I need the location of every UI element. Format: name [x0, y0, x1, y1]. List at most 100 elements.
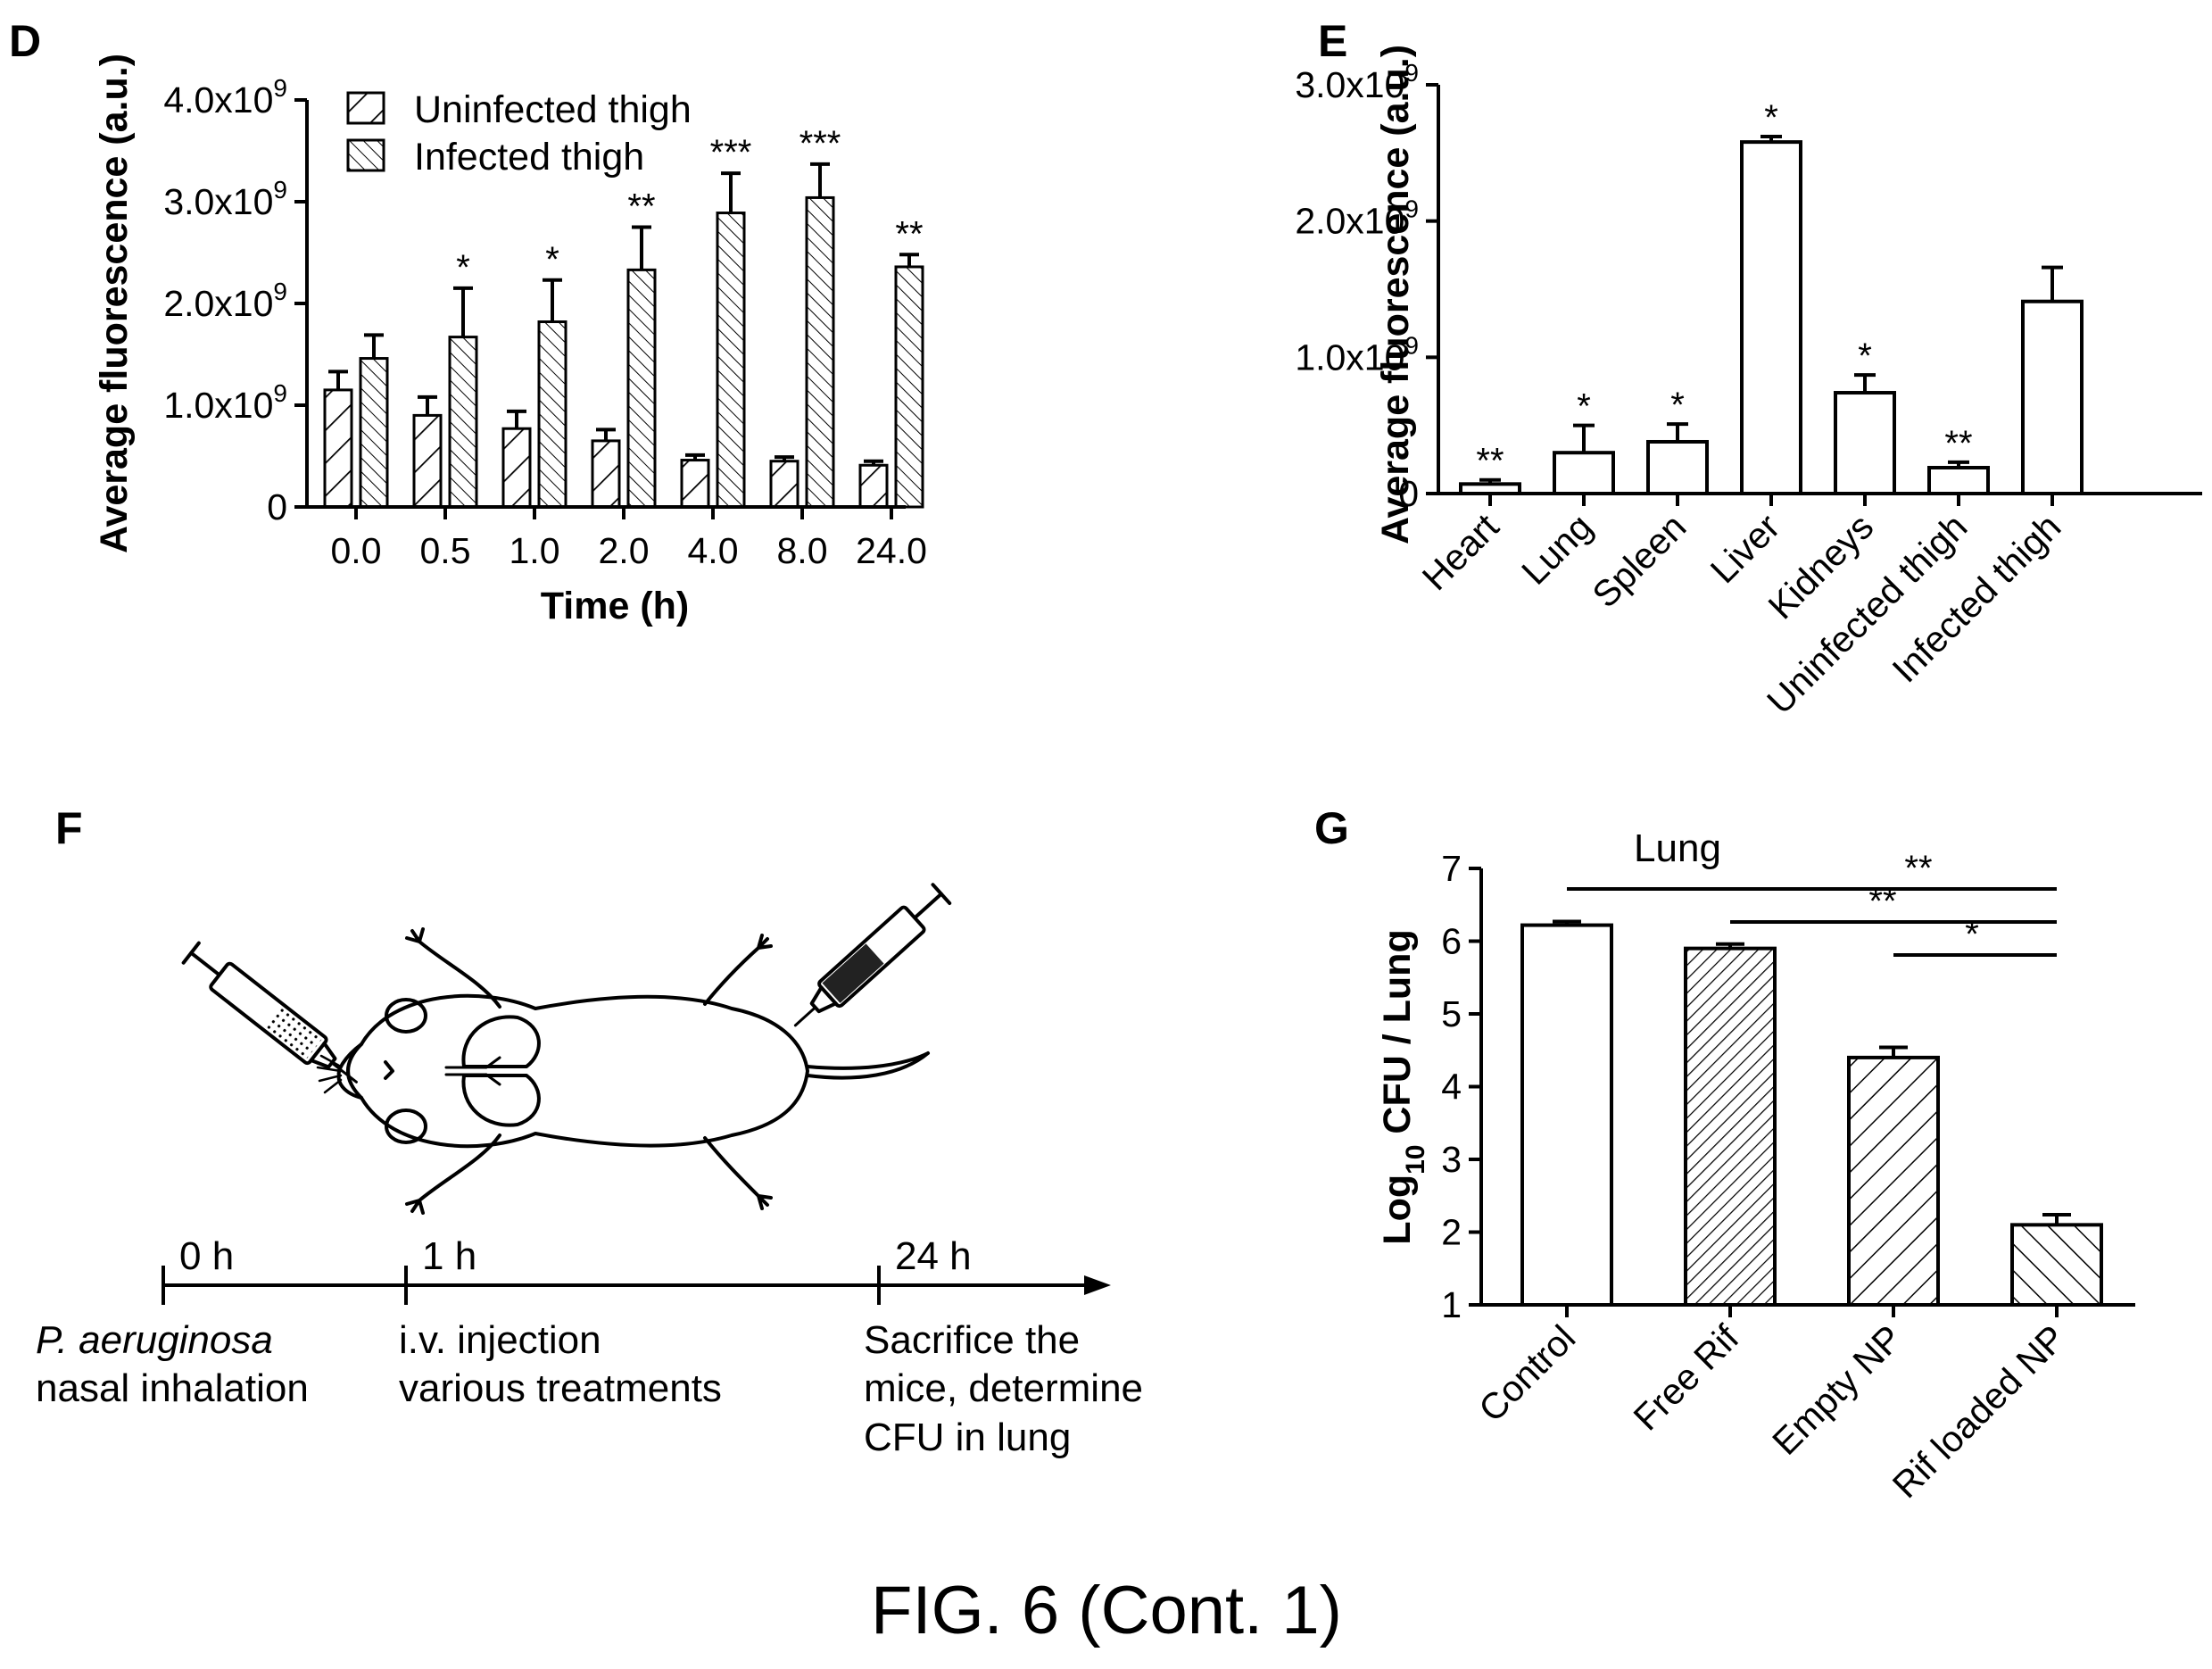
timeline-desc-line2: nasal inhalation [36, 1366, 309, 1410]
bar-uninfected [680, 459, 710, 509]
significance-mark: * [545, 240, 559, 279]
significance-mark: * [1577, 387, 1591, 427]
significance-mark: * [456, 248, 470, 287]
significance-mark: ** [1904, 849, 1932, 888]
panel-label-f: F [55, 803, 83, 853]
y-tick-label: 3.0x109 [1295, 59, 1419, 105]
y-tick-value: 0 [1398, 473, 1419, 514]
chart-d-xlabel: Time (h) [541, 585, 689, 627]
syringe-iv-fill [822, 943, 884, 1003]
bar-uninfected [412, 413, 443, 509]
y-tick-value: 1 [1441, 1284, 1462, 1325]
bar-infected-thigh [2021, 299, 2084, 495]
mouse-body [346, 993, 809, 1149]
x-tick-label: 0.0 [331, 530, 382, 571]
significance-mark: * [1965, 915, 1979, 954]
significance-mark: ** [627, 187, 655, 227]
mouse-leg-hind-top [703, 934, 773, 1006]
timeline-tick-label: 1 h [422, 1234, 476, 1278]
bar-infected [716, 212, 746, 509]
chart-g-annotation: Lung [1634, 826, 1721, 870]
y-tick-value: 4 [1441, 1067, 1462, 1108]
bar-uninfected [858, 463, 889, 509]
timeline-desc-line3: CFU in lung [864, 1416, 1071, 1459]
x-tick-label: Spleen [1585, 506, 1694, 616]
legend-label-infected: Infected thigh [414, 136, 644, 179]
bar-empty-np [1847, 1055, 1940, 1308]
y-tick-label: 0 [1398, 473, 1419, 514]
y-tick-exponent: 9 [273, 278, 287, 305]
timeline-desc-line2: various treatments [399, 1366, 722, 1410]
significance-mark: * [1764, 98, 1778, 137]
y-tick-mantissa: 1.0x10 [1295, 336, 1404, 378]
x-tick-label: Rif loaded NP [1885, 1317, 2073, 1506]
bar-uninfected [591, 439, 621, 509]
y-tick-label: 0 [267, 486, 287, 527]
bar-infected [894, 265, 924, 509]
chart-g-ylabel-rest: CFU / Lung [1376, 929, 1419, 1144]
mouse-leg-hind-bottom [703, 1136, 773, 1210]
bar-uninfected [323, 388, 353, 509]
bar-uninfected [501, 427, 532, 509]
syringe-nasal [181, 941, 358, 1084]
y-tick-label: 2 [1441, 1212, 1462, 1253]
y-tick-exponent: 9 [1404, 59, 1419, 87]
y-tick-label: 3 [1441, 1139, 1462, 1180]
y-tick-label: 2.0x109 [1295, 195, 1419, 242]
y-tick-mantissa: 1.0x10 [163, 385, 273, 426]
x-tick-label: 1.0 [510, 530, 560, 571]
chart-d-ylabel: Average fluorescence (a.u.) [93, 54, 136, 553]
y-tick-mantissa: 3.0x10 [1295, 64, 1404, 105]
y-tick-mantissa: 2.0x10 [163, 283, 273, 324]
y-tick-label: 2.0x109 [163, 278, 287, 324]
x-tick-label: 2.0 [599, 530, 650, 571]
bar-kidneys [1834, 391, 1896, 496]
y-tick-label: 3.0x109 [163, 176, 287, 222]
timeline-tick-label: 24 h [895, 1234, 972, 1278]
x-tick-label: Control [1471, 1317, 1583, 1430]
bar-lung [1553, 451, 1615, 496]
mouse-lung-top [461, 1015, 541, 1068]
significance-mark: * [1858, 336, 1872, 376]
panel-label-e: E [1318, 16, 1347, 66]
x-tick-label: Liver [1702, 506, 1787, 591]
bar-free-rif [1684, 946, 1777, 1308]
syringe-iv [793, 883, 952, 1027]
x-tick-label: 24.0 [856, 530, 927, 571]
mouse-trachea [444, 1056, 501, 1086]
bar-rif-loaded-np [2010, 1223, 2103, 1307]
bar-control [1520, 923, 1613, 1307]
mouse-illustration [316, 927, 930, 1215]
y-tick-mantissa: 4.0x10 [163, 79, 273, 120]
significance-mark: ** [1944, 424, 1972, 463]
y-tick-label: 5 [1441, 993, 1462, 1034]
mouse-mouth [384, 1060, 394, 1080]
x-tick-label: 4.0 [688, 530, 739, 571]
bar-infected [537, 320, 567, 509]
x-tick-label: Heart [1414, 505, 1507, 598]
timeline-desc-line1: Sacrifice the [864, 1318, 1080, 1362]
mouse-lung-bottom [461, 1074, 541, 1127]
x-tick-label: 0.5 [420, 530, 471, 571]
bar-infected [359, 357, 389, 509]
y-tick-value: 3 [1441, 1139, 1462, 1180]
y-tick-value: 7 [1441, 848, 1462, 889]
timeline-desc-line2: mice, determine [864, 1366, 1143, 1410]
legend-swatch-infected [346, 138, 385, 172]
y-tick-label: 4 [1441, 1067, 1462, 1108]
significance-mark: * [1670, 386, 1685, 425]
chart-g-ylabel: Log10 CFU / Lung [1376, 929, 1430, 1244]
mouse-leg-front-top [405, 927, 501, 1009]
x-tick-label: Empty NP [1764, 1317, 1910, 1463]
y-tick-value: 0 [267, 486, 287, 527]
significance-mark: ** [1476, 442, 1504, 481]
y-tick-label: 1.0x109 [163, 379, 287, 426]
y-tick-label: 1.0x109 [1295, 331, 1419, 378]
timeline-desc-line1: P. aeruginosa [36, 1318, 273, 1362]
x-tick-label: Free Rif [1626, 1316, 1747, 1438]
bar-infected [448, 336, 478, 509]
legend-label-uninfected: Uninfected thigh [414, 88, 692, 131]
significance-mark: *** [710, 133, 752, 172]
